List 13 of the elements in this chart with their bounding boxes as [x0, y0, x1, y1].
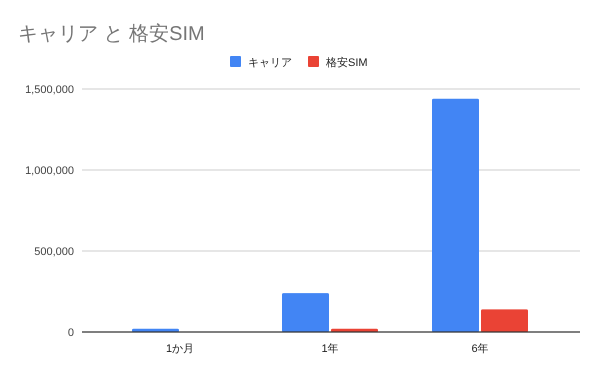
- x-tick-label: 1年: [321, 343, 339, 355]
- y-tick-label: 0: [68, 327, 74, 339]
- bar: [481, 309, 528, 332]
- y-tick-label: 500,000: [34, 246, 74, 258]
- y-tick-label: 1,500,000: [25, 84, 74, 96]
- legend-label: キャリア: [248, 57, 292, 69]
- x-tick-label: 1か月: [166, 343, 194, 355]
- bar: [432, 98, 479, 332]
- y-tick-label: 1,000,000: [25, 165, 74, 177]
- x-tick-label: 6年: [471, 343, 489, 355]
- bar: [282, 293, 329, 332]
- legend-label: 格安SIM: [325, 56, 368, 69]
- chart-title: キャリア と 格安SIM: [18, 23, 205, 45]
